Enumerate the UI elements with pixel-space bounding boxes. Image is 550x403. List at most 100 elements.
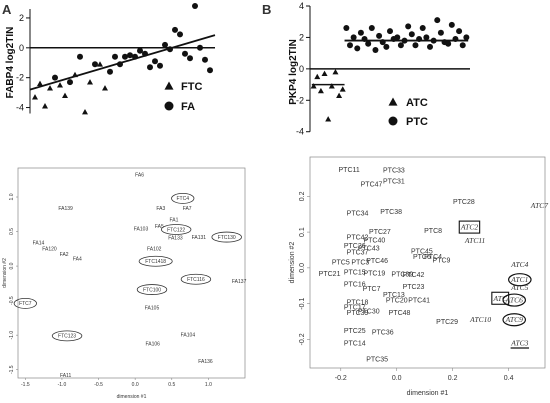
data-point-ftc [37,80,43,87]
point-label: FTC122 [167,227,185,233]
point-label: FA139 [58,206,73,212]
chart-a-bottom-mds: -1.5 -1.0 -0.5 0.0 0.5 1.0 1.0 0.5 0.0 -0.5 -1.0 -1… [2,167,247,400]
data-point-fa [92,61,98,68]
legend-marker-fa [164,101,174,111]
y-tick-label: -4 [16,103,24,113]
y-tick-label: -0.2 [299,333,306,345]
circle-marker [160,224,192,235]
point-label: PTC25 [344,328,366,335]
data-point-atc [317,87,324,94]
data-point-ftc [47,85,53,91]
data-point-ptc [347,42,353,49]
point-label: ATC6 [505,296,523,305]
point-label: FA7 [183,206,192,212]
y-axis-label: dimension #2 [2,258,8,288]
data-point-fa [157,62,163,69]
point-label: PTC42 [347,234,369,241]
data-point-ptc [394,34,401,41]
data-point-fa [142,50,148,57]
point-label: FTC1418 [145,259,166,265]
circle-marker [51,330,83,342]
data-point-ptc [383,43,390,50]
data-point-ptc [434,17,441,24]
y-tick-label: 4 [299,1,304,11]
data-point-ptc [357,29,364,36]
point-label: PTC20 [386,298,408,305]
point-label: PTC13 [383,292,405,299]
point-label: FA102 [147,247,162,253]
legend-marker-atc [388,97,398,106]
data-point-ptc [376,32,383,39]
point-label: FA105 [145,305,160,311]
point-label: PTC29 [436,319,458,326]
y-tick-label: -2 [16,73,24,83]
data-point-ftc [97,61,103,67]
y-tick-label: 0.5 [9,228,15,235]
x-axis-label: dimension #1 [407,390,449,397]
point-label: PTC18 [347,299,369,306]
point-label: ATC1 [510,275,528,284]
point-label: ATC7 [530,201,548,210]
point-label: PTC17 [344,305,366,312]
data-point-ftc [57,82,63,88]
data-point-ptc [423,34,430,41]
panel-letter-a: A [2,2,12,17]
x-tick-label: 0.5 [168,382,175,388]
chart-b-bottom-mds: -0.2 0.0 0.2 0.4 0.2 0.1 0.0 -0.1 -0.2 dimension … [289,156,548,397]
circle-marker [508,273,532,287]
data-point-ptc [401,37,408,44]
data-point-fa [192,2,198,9]
y-axis-label: FABP4 log2TIN [5,27,16,99]
x-tick-label: 0.4 [504,375,514,382]
data-point-ptc [387,28,393,35]
data-point-ptc [343,25,350,31]
data-point-ptc [456,28,463,35]
data-point-fa [187,55,193,62]
point-label: ATC11 [464,236,485,245]
data-point-fa [77,53,83,60]
point-label: FTC7 [19,301,32,307]
data-point-ptc [445,40,452,47]
point-label: PTC35 [366,357,388,364]
data-point-ftc [87,79,93,85]
point-label: FTC130 [218,235,236,241]
data-point-fa [202,56,208,63]
point-label: FA3 [156,206,165,212]
point-label: FA103 [134,227,149,233]
data-point-fa [117,61,123,68]
point-label: PTC43 [358,245,380,252]
data-point-ptc [408,31,415,38]
data-point-ptc [405,23,412,30]
circle-marker [211,231,242,243]
data-point-fa [107,68,113,75]
point-label: FA137 [232,279,247,285]
point-label: PTC23 [403,284,425,291]
point-label: PTC27 [369,229,391,236]
point-label: ATC3 [510,338,528,347]
point-label: PTC47 [361,181,383,188]
point-label: FA2 [60,252,69,258]
x-tick-label: 0.0 [392,375,402,382]
trend-line [29,34,216,91]
y-tick-label: 1.0 [9,193,15,200]
data-point-fa [122,53,128,60]
x-tick-label: -1.0 [58,382,67,388]
point-label: ATC [492,294,507,303]
point-label: FA136 [198,359,213,365]
point-label: FTC116 [187,277,205,283]
data-point-ptc [379,39,386,46]
data-point-ptc [350,34,357,41]
data-point-fa [52,74,58,81]
point-label: PTC11 [339,167,360,174]
data-point-ptc [412,42,419,49]
y-tick-label: -4 [296,127,304,137]
x-tick-label: 0.0 [132,382,139,388]
point-label: FA133 [168,236,183,242]
data-point-ftc [32,94,38,100]
point-label: PTC9 [433,257,451,264]
point-label: PTC31 [383,178,405,185]
point-label: PTC34 [347,211,369,218]
point-label: FA5 [155,224,164,230]
